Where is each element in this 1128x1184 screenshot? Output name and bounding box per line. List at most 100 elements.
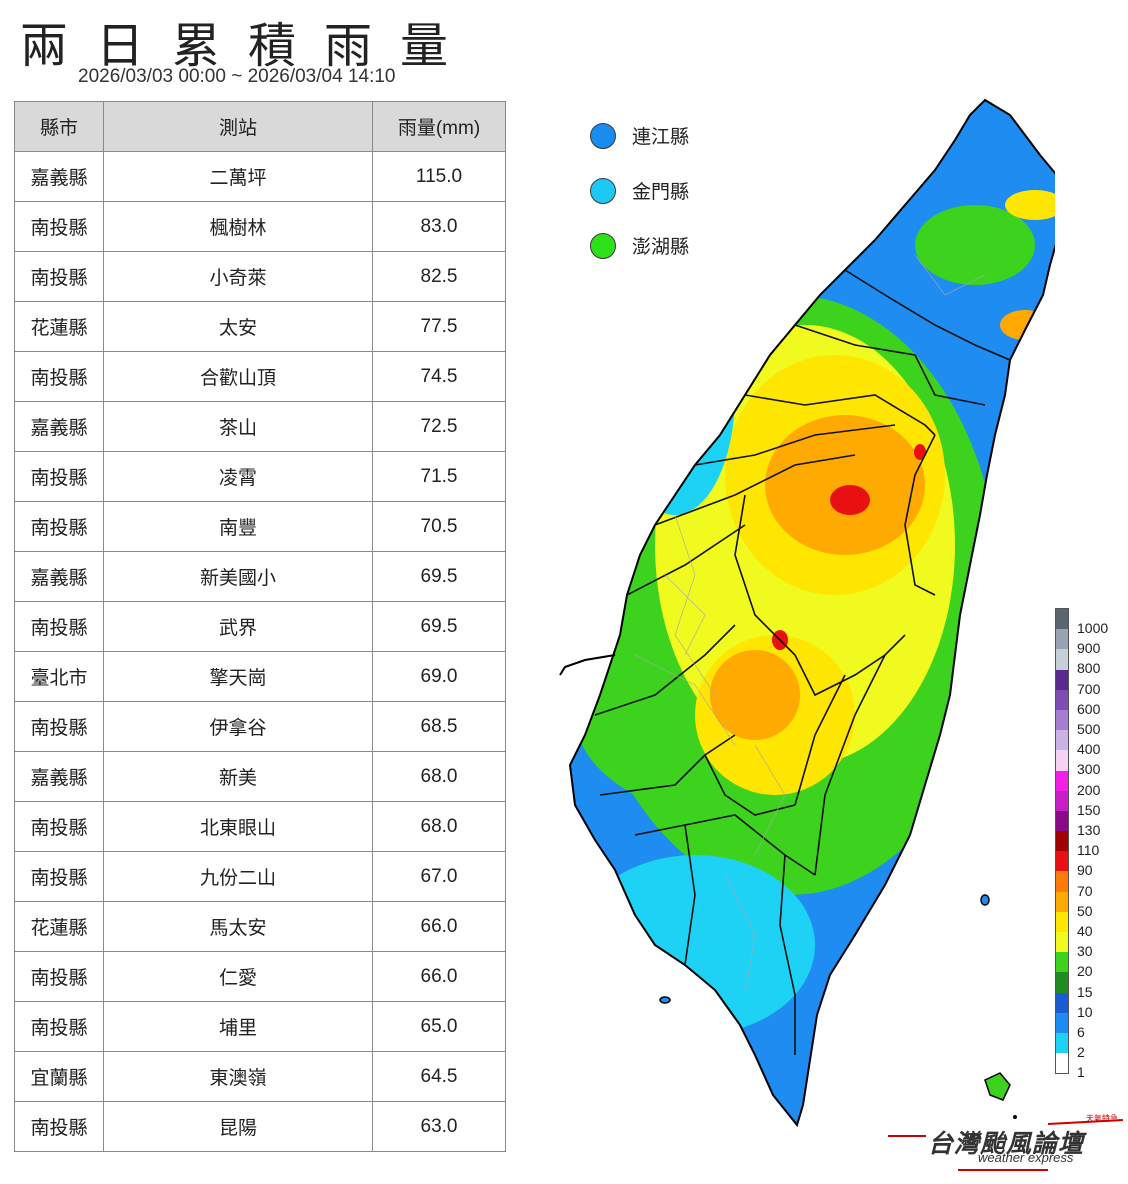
- table-row: 嘉義縣 新美 68.0: [14, 751, 506, 802]
- cell-station: 南豐: [103, 501, 373, 552]
- cell-rainfall: 68.5: [372, 701, 506, 752]
- cell-county: 南投縣: [14, 1101, 104, 1152]
- scale-swatch: [1056, 609, 1068, 630]
- cell-station: 二萬坪: [103, 151, 373, 202]
- cell-county: 南投縣: [14, 701, 104, 752]
- scale-label: 20: [1077, 963, 1093, 980]
- cell-county: 南投縣: [14, 451, 104, 502]
- island-item: 連江縣: [590, 108, 689, 163]
- scale-swatch: [1056, 992, 1068, 1013]
- cell-station: 太安: [103, 301, 373, 352]
- table-row: 南投縣 凌霄 71.5: [14, 451, 506, 502]
- table-row: 南投縣 昆陽 63.0: [14, 1101, 506, 1152]
- brand-stroke: [888, 1135, 926, 1137]
- scale-label: 1: [1077, 1064, 1085, 1081]
- cell-county: 嘉義縣: [14, 751, 104, 802]
- table-row: 南投縣 合歡山頂 74.5: [14, 351, 506, 402]
- table-header-row: 縣市 測站 雨量(mm): [14, 101, 506, 152]
- scale-swatch: [1056, 709, 1068, 731]
- scale-label: 6: [1077, 1024, 1085, 1040]
- scale-label: 70: [1077, 882, 1093, 899]
- scale-swatch: [1056, 952, 1068, 973]
- island-label: 澎湖縣: [632, 236, 690, 258]
- cell-rainfall: 69.5: [372, 601, 506, 652]
- table-row: 南投縣 伊拿谷 68.5: [14, 701, 506, 752]
- cell-county: 花蓮縣: [14, 901, 104, 952]
- cell-rainfall: 71.5: [372, 451, 506, 502]
- cell-rainfall: 82.5: [372, 251, 506, 302]
- table-row: 南投縣 埔里 65.0: [14, 1001, 506, 1052]
- scale-label: 110: [1077, 842, 1100, 859]
- cell-rainfall: 83.0: [372, 201, 506, 252]
- cell-rainfall: 66.0: [372, 901, 506, 952]
- table-row: 嘉義縣 新美國小 69.5: [14, 551, 506, 602]
- scale-swatch: [1056, 972, 1068, 993]
- brand-logo: 天氣特急 台灣颱風論壇 weather express: [888, 1114, 1124, 1171]
- cell-station: 馬太安: [103, 901, 373, 952]
- table-row: 南投縣 九份二山 67.0: [14, 851, 506, 902]
- scale-swatch: [1056, 831, 1068, 852]
- cell-station: 伊拿谷: [103, 701, 373, 752]
- cell-rainfall: 67.0: [372, 851, 506, 902]
- page-title: 兩日累積雨量: [20, 18, 477, 74]
- header-county: 縣市: [14, 101, 104, 152]
- scale-label: 130: [1077, 822, 1101, 838]
- scale-label: 40: [1077, 923, 1093, 939]
- brand-stroke: [958, 1169, 1048, 1171]
- scale-label: 2: [1077, 1044, 1085, 1061]
- scale-swatch: [1056, 1032, 1068, 1054]
- table-row: 嘉義縣 二萬坪 115.0: [14, 151, 506, 202]
- table-row: 南投縣 小奇萊 82.5: [14, 251, 506, 302]
- scale-label: 700: [1077, 680, 1101, 697]
- scale-swatch: [1056, 911, 1068, 932]
- island-dot: [590, 232, 616, 259]
- cell-rainfall: 72.5: [372, 401, 506, 452]
- island-item: 澎湖縣: [590, 218, 689, 273]
- cell-rainfall: 74.5: [372, 351, 506, 402]
- scale-swatch: [1056, 750, 1068, 771]
- rainfall-table: 縣市 測站 雨量(mm) 嘉義縣 二萬坪 115.0 南投縣 楓樹林 83.0 南投縣 小奇萊…: [14, 101, 506, 1152]
- brand-subtitle: weather express: [978, 1150, 1074, 1165]
- scale-label: 600: [1077, 700, 1101, 717]
- scale-label: 200: [1077, 781, 1101, 798]
- cell-county: 南投縣: [14, 351, 104, 402]
- scale-label: 50: [1077, 902, 1093, 919]
- cell-station: 昆陽: [103, 1101, 373, 1152]
- table-row: 花蓮縣 太安 77.5: [14, 301, 506, 352]
- cell-station: 楓樹林: [103, 201, 373, 252]
- cell-county: 南投縣: [14, 501, 104, 552]
- scale-label: 500: [1077, 721, 1101, 737]
- cell-county: 南投縣: [14, 1001, 104, 1052]
- table-row: 嘉義縣 茶山 72.5: [14, 401, 506, 452]
- scale-swatch: [1056, 871, 1068, 892]
- scale-swatch: [1056, 790, 1068, 811]
- cell-rainfall: 65.0: [372, 1001, 506, 1052]
- cell-station: 擎天崗: [103, 651, 373, 702]
- table-row: 南投縣 北東眼山 68.0: [14, 801, 506, 852]
- cell-county: 南投縣: [14, 201, 104, 252]
- cell-county: 嘉義縣: [14, 151, 104, 202]
- table-row: 南投縣 仁愛 66.0: [14, 951, 506, 1002]
- cell-station: 新美國小: [103, 551, 373, 602]
- scale-swatch: [1056, 810, 1068, 832]
- table-row: 臺北市 擎天崗 69.0: [14, 651, 506, 702]
- cell-rainfall: 70.5: [372, 501, 506, 552]
- cell-station: 新美: [103, 751, 373, 802]
- cell-county: 嘉義縣: [14, 551, 104, 602]
- taiwan-rainfall-map: [559, 98, 1055, 1128]
- cell-station: 茶山: [103, 401, 373, 452]
- island-label: 金門縣: [632, 181, 690, 203]
- header-station: 測站: [103, 101, 373, 152]
- cell-county: 南投縣: [14, 801, 104, 852]
- island-item: 金門縣: [590, 163, 689, 218]
- cell-station: 東澳嶺: [103, 1051, 373, 1102]
- cell-rainfall: 68.0: [372, 801, 506, 852]
- rainfall-color-scale: 1000 900 800 700 600 500 400 300 200 150 130 110 90 7…: [1055, 608, 1108, 1080]
- scale-swatch: [1056, 770, 1068, 791]
- cell-rainfall: 63.0: [372, 1101, 506, 1152]
- cell-rainfall: 69.0: [372, 651, 506, 702]
- cell-station: 北東眼山: [103, 801, 373, 852]
- scale-swatch: [1056, 689, 1068, 710]
- cell-station: 埔里: [103, 1001, 373, 1052]
- cell-station: 九份二山: [103, 851, 373, 902]
